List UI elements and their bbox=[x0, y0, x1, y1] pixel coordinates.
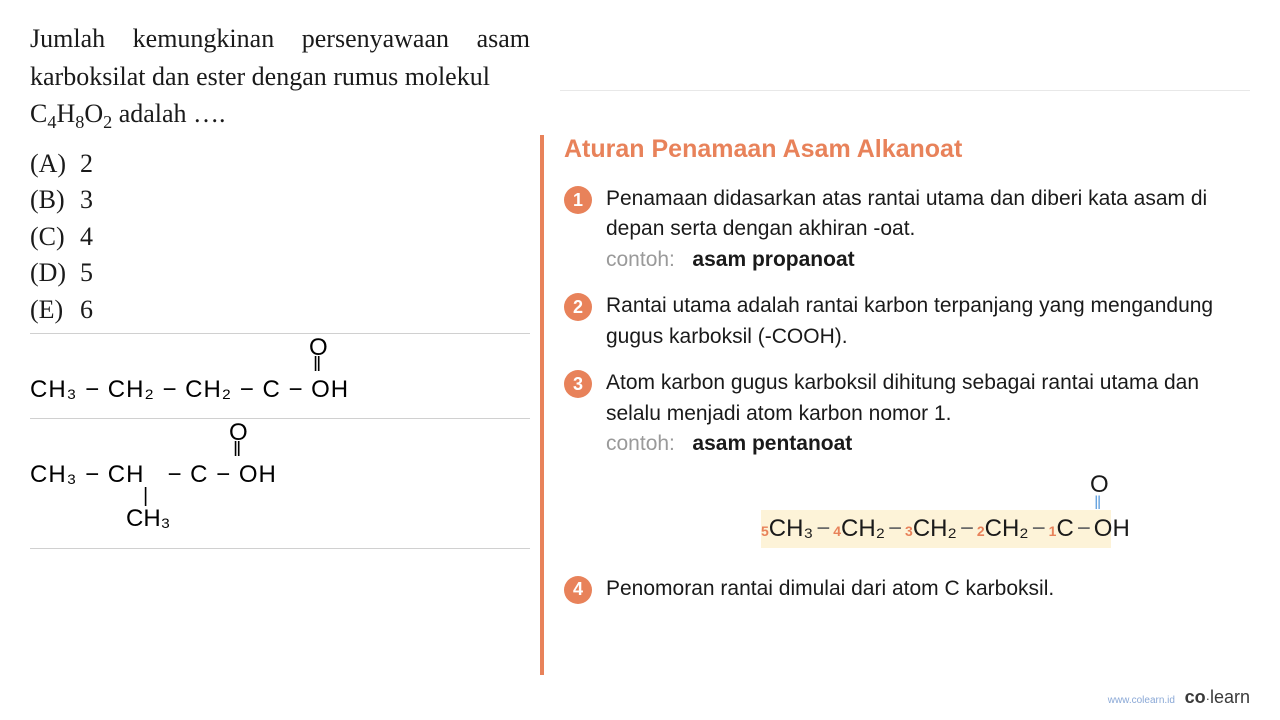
question-text: Jumlah kemungkinan persenyawaan asam kar… bbox=[30, 20, 530, 136]
brand-learn: learn bbox=[1210, 687, 1250, 707]
rules-title: Aturan Penamaan Asam Alkanoat bbox=[564, 135, 1250, 164]
f2-double-bond: ‖ bbox=[233, 439, 241, 462]
structural-formula-1: O ‖ CH₃ − CH₂ − CH₂ − C − OH bbox=[30, 333, 530, 418]
answer-options: (A)2 (B)3 (C)4 (D)5 (E)6 bbox=[30, 146, 530, 328]
page-content: Jumlah kemungkinan persenyawaan asam kar… bbox=[0, 0, 1280, 680]
footer-url: www.colearn.id bbox=[1108, 695, 1175, 706]
rule-2: 2 Rantai utama adalah rantai karbon terp… bbox=[564, 291, 1250, 352]
f1-chain: CH₃ − CH₂ − CH₂ − C − OH bbox=[30, 376, 349, 404]
f1-double-bond: ‖ bbox=[313, 354, 321, 377]
option-b: (B)3 bbox=[30, 182, 530, 218]
rule-badge-1: 1 bbox=[564, 186, 592, 214]
rule-badge-2: 2 bbox=[564, 293, 592, 321]
option-e: (E)6 bbox=[30, 292, 530, 328]
rule-body-1: Penamaan didasarkan atas rantai utama da… bbox=[606, 184, 1250, 275]
option-a: (A)2 bbox=[30, 146, 530, 182]
rule-4: 4 Penomoran rantai dimulai dari atom C k… bbox=[564, 574, 1250, 604]
structural-formula-2: O ‖ CH₃ − CH − C − OH | CH₃ bbox=[30, 418, 530, 548]
footer: www.colearn.id co·learn bbox=[1108, 687, 1250, 708]
brand-co: co bbox=[1185, 687, 1206, 707]
rule-body-4: Penomoran rantai dimulai dari atom C kar… bbox=[606, 574, 1250, 604]
rule-3: 3 Atom karbon gugus karboksil dihitung s… bbox=[564, 368, 1250, 557]
rule-body-2: Rantai utama adalah rantai karbon terpan… bbox=[606, 291, 1250, 352]
question-line1: Jumlah kemungkinan persenyawaan asam bbox=[30, 24, 530, 53]
question-formula: C4H8O2 adalah …. bbox=[30, 99, 226, 128]
option-d: (D)5 bbox=[30, 255, 530, 291]
question-line2: karboksilat dan ester dengan rumus molek… bbox=[30, 62, 490, 91]
divider bbox=[30, 548, 530, 549]
pent-chain: 5CH₃ − 4CH₂ − 3CH₂ − 2CH₂ − 1C − OH bbox=[761, 512, 1130, 547]
rule-badge-4: 4 bbox=[564, 576, 592, 604]
rules-column: Aturan Penamaan Asam Alkanoat 1 Penamaan… bbox=[540, 135, 1250, 675]
header-divider bbox=[560, 90, 1250, 91]
f2-chain: CH₃ − CH − C − OH bbox=[30, 461, 277, 489]
rule-body-3: Atom karbon gugus karboksil dihitung seb… bbox=[606, 368, 1250, 557]
question-column: Jumlah kemungkinan persenyawaan asam kar… bbox=[30, 20, 540, 680]
rule-badge-3: 3 bbox=[564, 370, 592, 398]
f2-methyl: CH₃ bbox=[126, 505, 170, 533]
option-c: (C)4 bbox=[30, 219, 530, 255]
pentanoat-structure: O ‖ 5CH₃ − 4CH₂ − 3CH₂ − 2CH₂ − 1C − OH bbox=[611, 468, 1250, 558]
rule-1: 1 Penamaan didasarkan atas rantai utama … bbox=[564, 184, 1250, 275]
